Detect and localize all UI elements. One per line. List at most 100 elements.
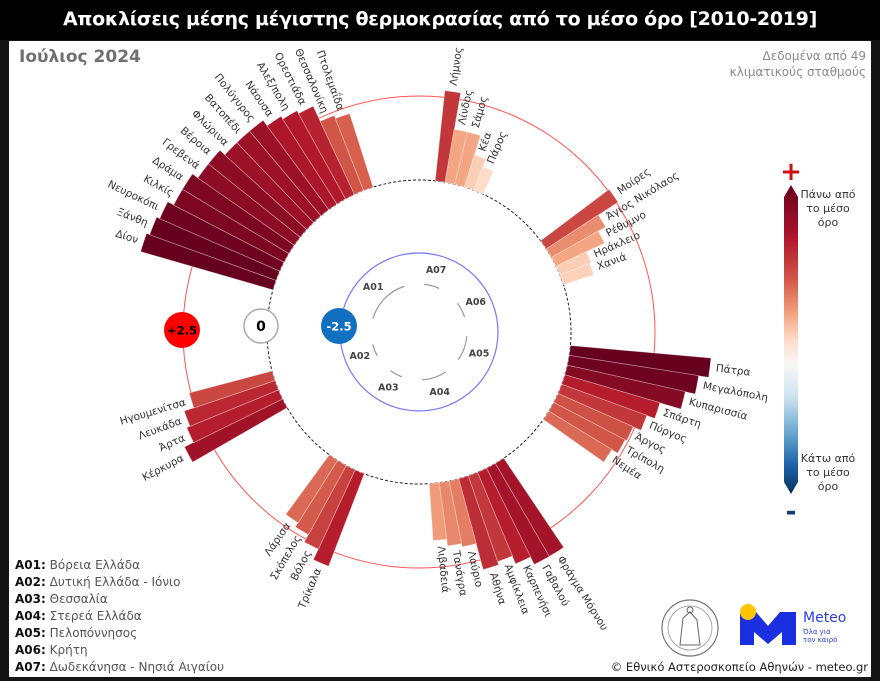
colorbar-plus: + bbox=[780, 157, 802, 187]
legend-item: A03: Θεσσαλία bbox=[15, 592, 108, 606]
bar-Πάρος bbox=[473, 166, 495, 195]
legend-item: A01: Βόρεια Ελλάδα bbox=[15, 558, 141, 572]
bar-Ηγουμενίτσα bbox=[188, 370, 276, 409]
ring-badge bbox=[164, 312, 200, 348]
copyright: © Εθνικό Αστεροσκοπείο Αθηνών - meteo.gr bbox=[610, 660, 868, 674]
group-label: A03 bbox=[378, 383, 399, 394]
bar-Σπάρτη bbox=[561, 374, 661, 420]
colorbar-below-line: Κάτω από bbox=[800, 452, 856, 465]
group-arc-A01 bbox=[372, 285, 405, 319]
legend-item: A07: Δωδεκάνησα - Νησιά Αιγαίου bbox=[15, 660, 225, 674]
legend-item: A02: Δυτική Ελλάδα - Ιόνιο bbox=[15, 575, 181, 589]
station-label: Λήμνος bbox=[448, 46, 465, 86]
bar-Σκόπελος bbox=[294, 459, 347, 536]
bar-Μοίρες bbox=[539, 188, 619, 250]
chart-title: Αποκλίσεις μέσης μέγιστης θερμοκρασίας α… bbox=[0, 0, 880, 40]
ring-badge-label: 0 bbox=[256, 319, 266, 335]
colorbar-below-label: Κάτω από το μέσο όρο bbox=[800, 452, 856, 494]
colorbar-minus: - bbox=[786, 497, 797, 527]
ring-badge bbox=[243, 308, 279, 344]
station-label: Αθήνα bbox=[487, 571, 508, 606]
bar-Δράμα bbox=[181, 173, 295, 255]
bar-Γαβαλού bbox=[485, 462, 550, 566]
data-note-line2: κλιματικούς σταθμούς bbox=[729, 65, 866, 79]
bar-Ηράκλειο bbox=[555, 251, 592, 276]
bar-Λήμνος bbox=[434, 90, 462, 183]
legend-item: A04: Στερεά Ελλάδα bbox=[15, 609, 142, 623]
colorbar-above-label: Πάνω από το μέσο όρο bbox=[800, 188, 856, 230]
colorbar-above-line: Πάνω από bbox=[800, 188, 856, 201]
bar-Τρίκαλα bbox=[312, 469, 365, 567]
group-label: A01 bbox=[363, 282, 384, 293]
bar-Βόλος bbox=[303, 464, 356, 550]
group-arc-A07 bbox=[424, 283, 440, 290]
station-label: Ξάνθη bbox=[115, 206, 150, 229]
ring-badge bbox=[321, 308, 357, 344]
ring-zero bbox=[266, 179, 572, 485]
meteo-brand-name: Meteo bbox=[803, 610, 847, 626]
bar-Καρπενήσι bbox=[476, 467, 532, 565]
station-label: Δίον bbox=[114, 228, 140, 247]
bar-Λάρισα bbox=[285, 454, 339, 524]
station-label: Μεγαλόπολη bbox=[702, 380, 769, 404]
legend-item: A05: Πελοπόννησος bbox=[15, 626, 138, 640]
bar-Λευκάδα bbox=[183, 379, 279, 427]
bar-Κυπαρισσία bbox=[564, 364, 686, 410]
group-label: A06 bbox=[465, 297, 486, 308]
meteo-tagline: Όλα για τον καιρό bbox=[803, 628, 838, 644]
bar-Τανάγρα bbox=[438, 480, 463, 547]
bar-Αλεξ/πολη bbox=[282, 110, 347, 205]
bar-Θεσσαλονίκη bbox=[319, 114, 365, 195]
colorbar-above-line: όρο bbox=[817, 216, 839, 229]
bar-Τρίπολη bbox=[548, 401, 626, 454]
group-label: A02 bbox=[350, 351, 371, 362]
bar-Ρέθυμνο bbox=[550, 230, 606, 267]
group-arc-A05 bbox=[457, 336, 468, 360]
data-note: Δεδομένα από 49 κλιματικούς σταθμούς bbox=[686, 48, 866, 80]
bar-Ξάνθη bbox=[149, 216, 281, 281]
group-arc-A03 bbox=[390, 370, 402, 378]
bar-Νάουσα bbox=[266, 115, 338, 211]
group-arc-A06 bbox=[456, 302, 466, 318]
bar-Άρτα bbox=[186, 389, 284, 444]
bar-Μεγαλόπολη bbox=[566, 354, 700, 395]
bar-Χανιά bbox=[559, 262, 595, 286]
group-arc-A04 bbox=[422, 371, 447, 381]
data-note-line1: Δεδομένα από 49 bbox=[762, 49, 867, 63]
bar-Ορεστιάδα bbox=[297, 105, 356, 200]
colorbar-below-line: το μέσο bbox=[806, 466, 850, 479]
colorbar: + - bbox=[780, 157, 802, 527]
colorbar-gradient bbox=[784, 185, 798, 494]
colorbar-above-line: το μέσο bbox=[806, 202, 850, 215]
bar-Βέροια bbox=[207, 149, 308, 238]
bar-Άργος bbox=[553, 392, 634, 442]
ring-badge-label: +2.5 bbox=[167, 324, 197, 338]
bar-Κέρκυρα bbox=[183, 398, 288, 463]
station-label: Κέρκυρα bbox=[140, 452, 186, 484]
group-label: A07 bbox=[426, 265, 447, 276]
bar-Βατοπέδι bbox=[236, 130, 322, 224]
noa-seal-logo bbox=[661, 599, 719, 657]
bar-Πάτρα bbox=[568, 345, 712, 378]
group-label: A04 bbox=[429, 387, 450, 398]
period-label: Ιούλιος 2024 bbox=[19, 47, 141, 67]
meteo-logo bbox=[740, 604, 796, 645]
station-label: Άρτα bbox=[157, 432, 187, 454]
bar-Αθήνα bbox=[458, 475, 500, 571]
bar-Σάμος bbox=[454, 131, 482, 188]
bar-Πτολεμαΐδα bbox=[334, 112, 374, 191]
colorbar-below-line: όρο bbox=[817, 480, 839, 493]
ring-minus-2-5 bbox=[339, 252, 499, 412]
bar-Κέα bbox=[463, 154, 487, 191]
station-label: Λιβαδειά bbox=[435, 545, 452, 593]
ring-badge-label: -2.5 bbox=[326, 320, 351, 334]
group-arc-A02 bbox=[372, 344, 378, 357]
region-legend: A01: Βόρεια Ελλάδα A02: Δυτική Ελλάδα - … bbox=[15, 557, 224, 676]
bar-Νευροκόπι bbox=[159, 201, 285, 272]
bar-Άγιος Νικόλαος bbox=[545, 214, 607, 259]
bar-Δίον bbox=[140, 232, 277, 291]
bar-Νεμέα bbox=[542, 410, 613, 463]
bar-Λαύριο bbox=[448, 478, 477, 548]
group-label: A05 bbox=[469, 349, 490, 360]
